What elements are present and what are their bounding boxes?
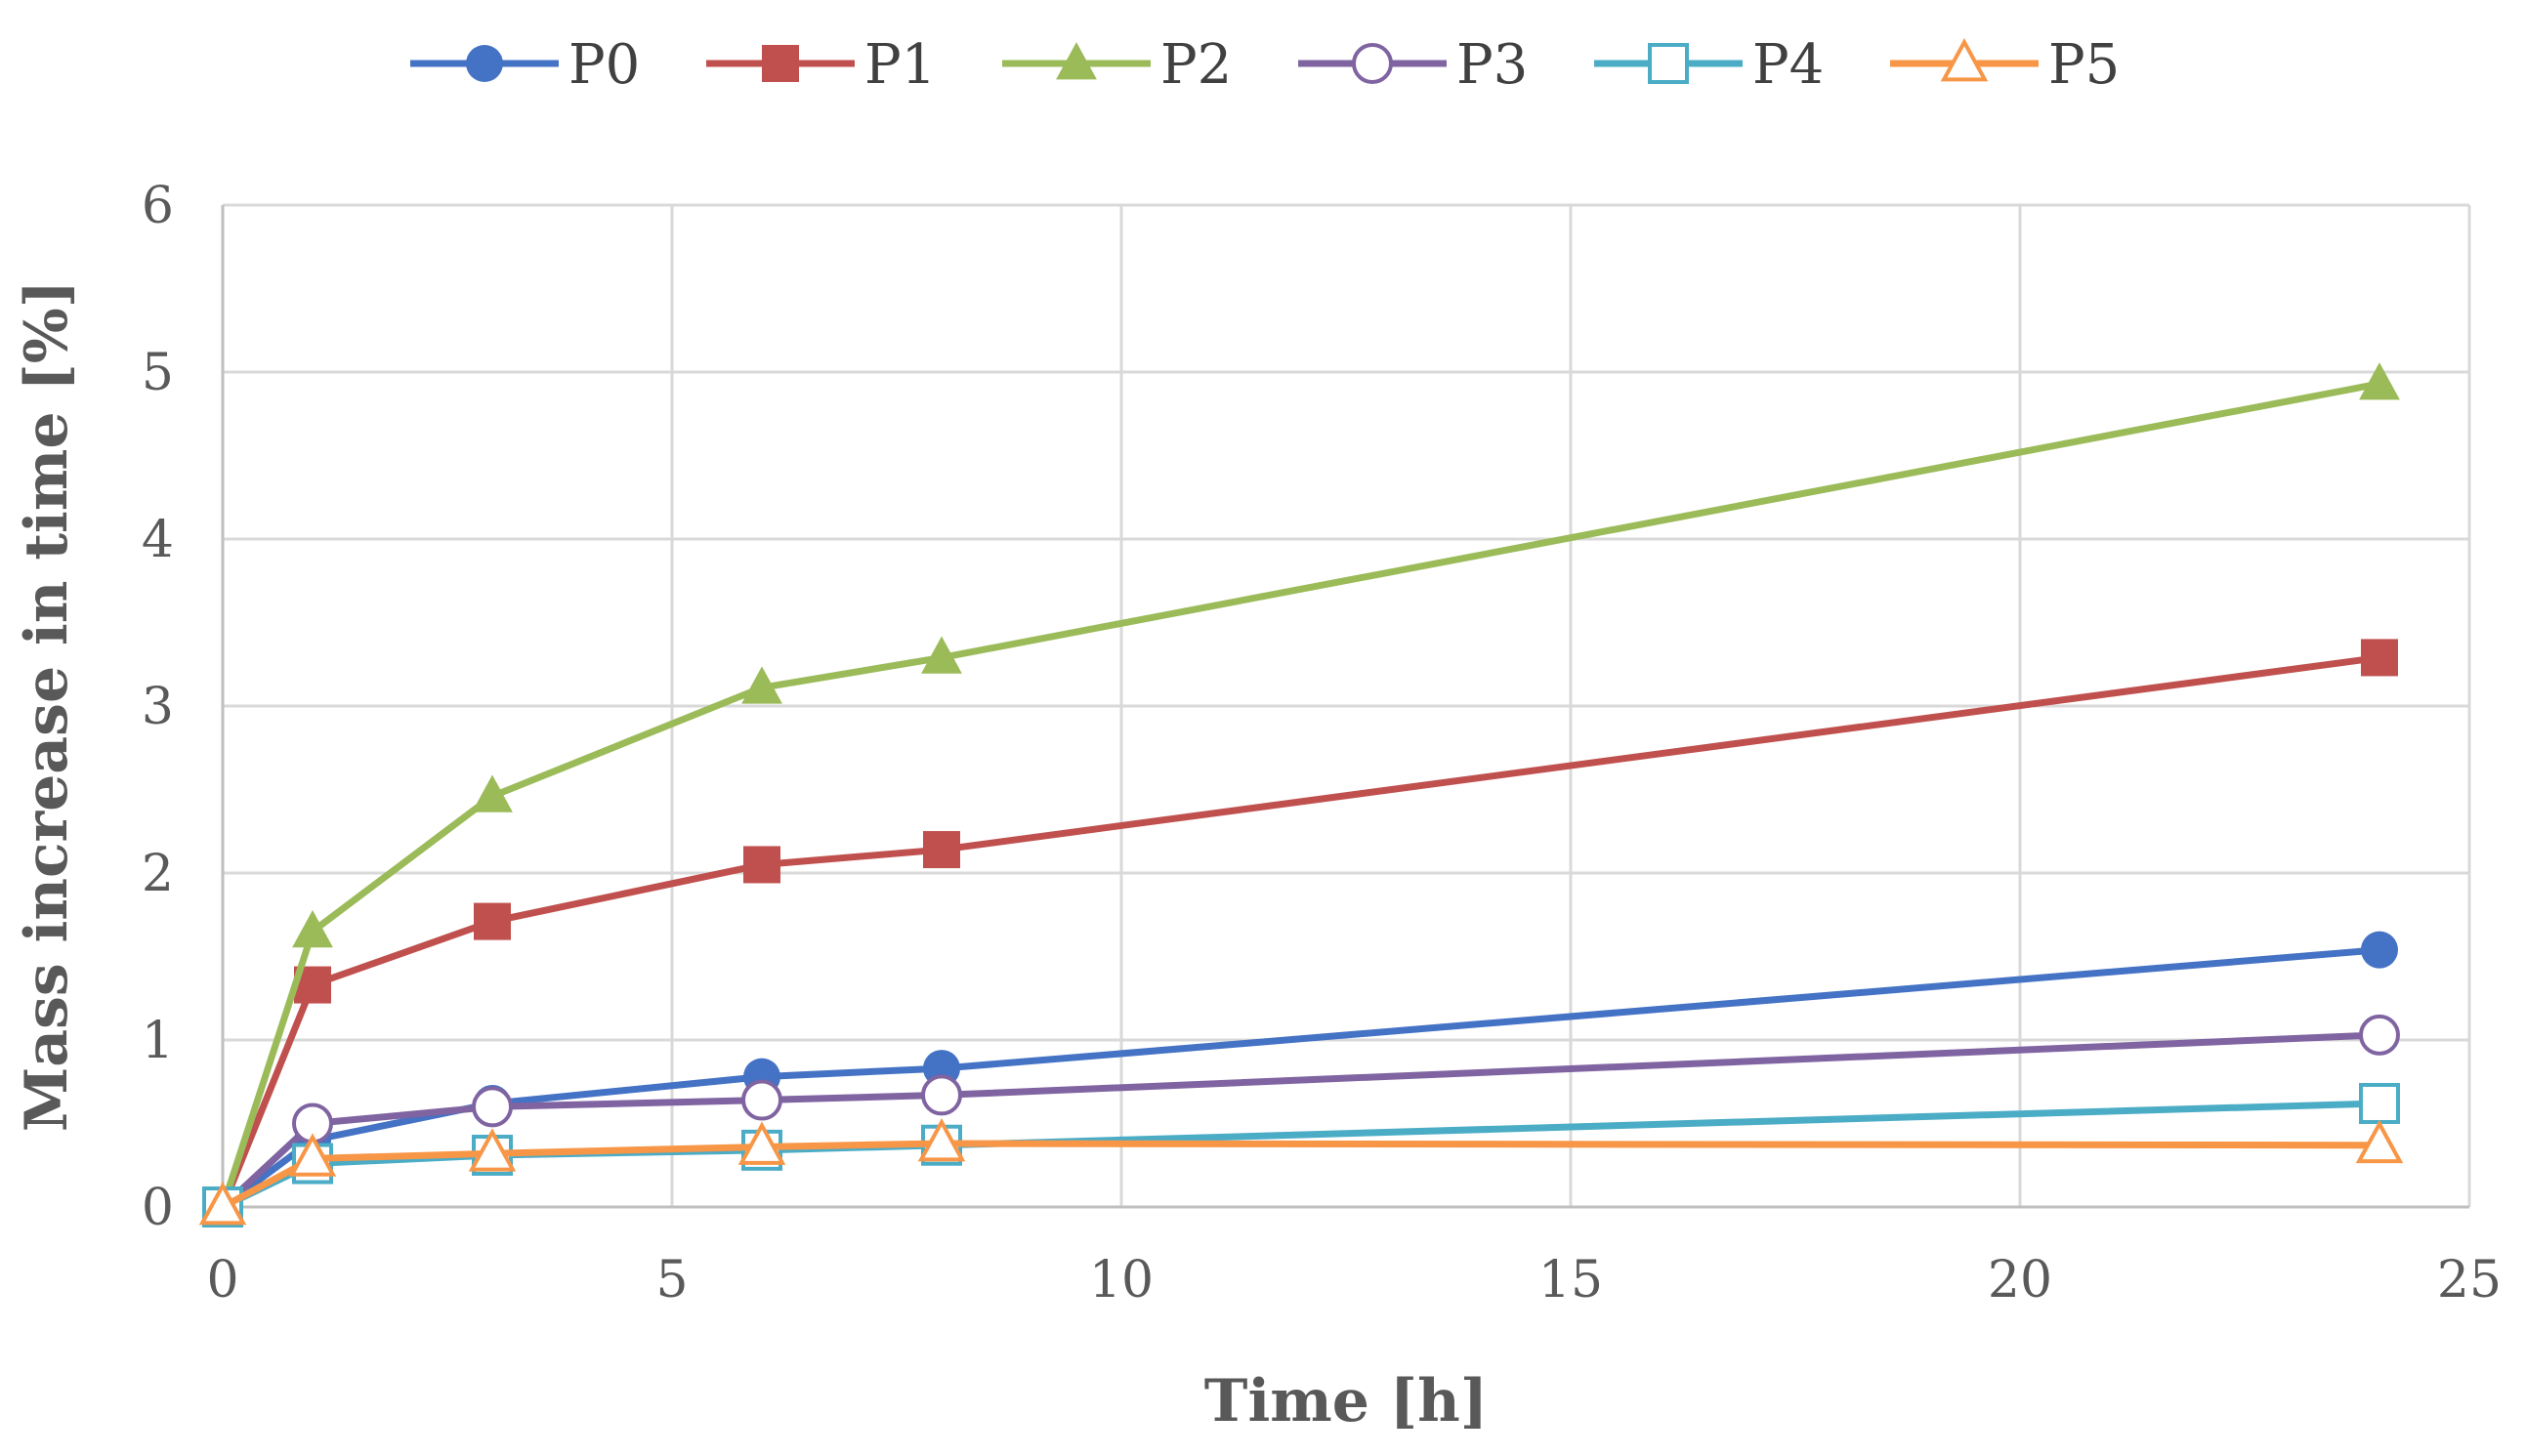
legend-item-p4: P4	[1594, 33, 1824, 97]
y-tick-label: 2	[142, 845, 174, 903]
legend-marker	[1056, 42, 1097, 80]
x-tick-label: 15	[1538, 1251, 1603, 1310]
series-p5	[198, 1118, 2404, 1226]
y-tick-label: 6	[142, 177, 174, 235]
data-point-p3	[2359, 1014, 2400, 1056]
series-line-p2	[219, 380, 2383, 1211]
x-tick-label: 25	[2437, 1251, 2502, 1310]
data-point-p5	[198, 1181, 247, 1226]
legend-item-p1: P1	[706, 33, 936, 97]
series-group	[198, 362, 2404, 1227]
data-point-p2	[741, 666, 782, 704]
y-tick-label: 0	[142, 1179, 174, 1237]
data-point-p2	[2359, 362, 2400, 400]
legend-label: P2	[1160, 33, 1232, 97]
axes: 0 1 2 3 4 5 6 0 5 10 15 20 25	[142, 177, 2502, 1310]
y-tick-label: 4	[142, 511, 174, 569]
legend-marker	[1352, 43, 1393, 84]
legend-label: P4	[1752, 33, 1824, 97]
y-tick-label: 5	[142, 344, 174, 402]
data-point-p5	[468, 1128, 517, 1172]
legend-item-p2: P2	[1002, 33, 1232, 97]
legend-marker	[1648, 43, 1689, 84]
data-point-p5	[2355, 1119, 2404, 1164]
x-tick-label: 0	[206, 1251, 238, 1310]
legend-label: P0	[568, 33, 640, 97]
series-line-p1	[219, 653, 2383, 1211]
gridlines	[221, 203, 2471, 1209]
data-point-p5	[737, 1121, 786, 1165]
data-point-p2	[921, 636, 962, 674]
data-point-p4	[2359, 1082, 2400, 1124]
legend-item-p5: P5	[1890, 33, 2120, 97]
data-point-p1	[474, 902, 511, 940]
legend-label: P5	[2048, 33, 2120, 97]
legend-item-p3: P3	[1298, 33, 1528, 97]
data-point-p3	[472, 1086, 513, 1128]
legend-marker	[762, 45, 799, 82]
data-point-p1	[743, 846, 780, 884]
x-tick-label: 5	[655, 1251, 688, 1310]
data-point-p0	[2361, 931, 2398, 969]
data-point-p1	[923, 831, 960, 869]
data-point-p3	[921, 1074, 962, 1116]
data-point-p2	[472, 774, 513, 812]
legend-label: P1	[864, 33, 936, 97]
data-point-p3	[741, 1079, 782, 1121]
x-axis-title: Time [h]	[1204, 1367, 1488, 1435]
legend-marker	[1940, 37, 1989, 82]
x-tick-label: 10	[1089, 1251, 1154, 1310]
data-point-p2	[292, 910, 333, 948]
legend-item-p0: P0	[410, 33, 640, 97]
data-point-p5	[288, 1133, 337, 1177]
legend-label: P3	[1456, 33, 1528, 97]
legend-marker	[466, 45, 503, 82]
x-tick-label: 20	[1988, 1251, 2052, 1310]
data-point-p5	[917, 1118, 966, 1162]
y-tick-label: 1	[142, 1012, 174, 1070]
series-p2	[202, 362, 2400, 1224]
legend: P0 P1 P2 P3 P4 P5	[410, 33, 2120, 97]
data-point-p1	[2361, 639, 2398, 677]
y-axis-title: Mass increase in time [%]	[13, 280, 81, 1132]
y-tick-label: 3	[142, 678, 174, 736]
